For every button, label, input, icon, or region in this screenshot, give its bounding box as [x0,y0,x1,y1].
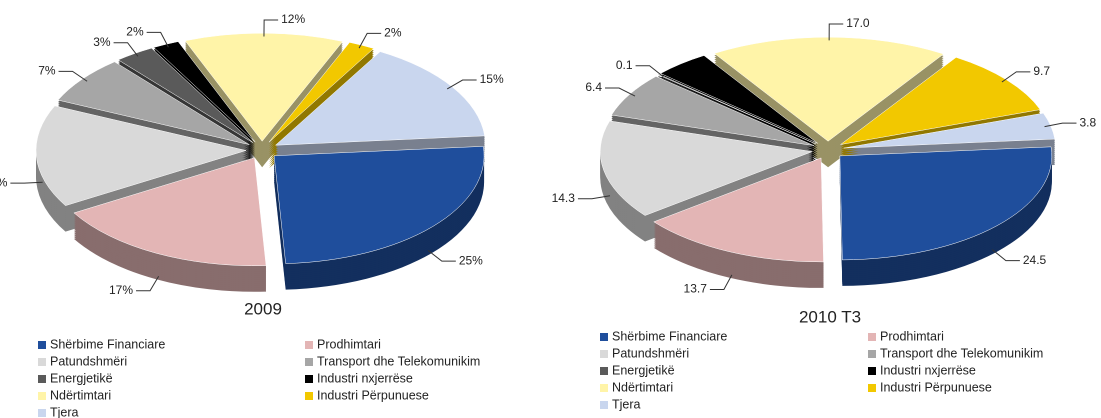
legend-label: Shërbime Financiare [612,329,727,343]
data-label: 15% [0,175,8,189]
slice [839,146,1053,261]
legend-swatch [305,358,313,366]
legend-swatch [868,333,876,341]
leader-line [263,19,279,37]
legend-label: Energjetikë [612,363,675,377]
data-label: 24.5 [1023,253,1047,267]
data-label: 2% [384,26,402,40]
data-label: 9.7 [1033,64,1050,78]
chart-title: 2009 [244,299,282,318]
slice [57,61,250,145]
data-label: 15% [480,72,504,86]
slice [35,105,247,206]
data-label: 14.3 [552,191,576,205]
legend-label: Prodhimtari [880,329,944,343]
legend-label: Patundshmëri [612,346,689,360]
leader-line [605,87,636,97]
data-label: 3% [93,35,111,49]
legend-label: Tjera [612,397,641,411]
data-label: 7% [38,63,56,77]
data-label: 3.8 [1079,115,1096,129]
legend-label: Transport dhe Telekomunikim [317,354,480,368]
legend-label: Industri Përpunuese [317,388,429,402]
legend-swatch [305,375,313,383]
slice [843,112,1056,149]
legend-label: Patundshmëri [50,354,127,368]
slice [611,76,815,146]
leader-line [577,195,611,200]
data-label: 25% [459,253,483,267]
leader-line [146,31,169,48]
data-label: 12% [281,12,305,26]
leader-line [58,70,88,82]
slice [117,47,254,143]
leader-line [709,274,733,291]
legend-label: Transport dhe Telekomunikim [880,346,1043,360]
legend-label: Ndërtimtari [50,388,111,402]
slice-side [658,76,817,147]
legend-label: Industri nxjerrëse [317,371,413,385]
legend-swatch [38,341,46,349]
legend-label: Industri Përpunuese [880,380,992,394]
slice [273,146,485,264]
pie [35,32,485,292]
leader-line [113,42,139,57]
legend-swatch [38,358,46,366]
leader-line [10,181,43,184]
slice [274,51,485,146]
data-label: 17% [109,283,133,297]
legend-swatch [868,384,876,392]
slice [268,42,375,143]
slice [659,55,818,144]
leader-line [635,65,664,78]
leader-line [828,23,844,41]
legend-swatch [38,409,46,417]
data-label: 17.0 [846,16,870,30]
legend-swatch [600,384,608,392]
leader-line [1001,71,1031,83]
legend-label: Prodhimtari [317,337,381,351]
leader-line [136,275,160,292]
legend-swatch [600,367,608,375]
pie [600,36,1056,288]
legend-swatch [600,350,608,358]
slice [73,157,267,267]
leader-line [991,249,1020,262]
slice [653,157,824,263]
data-label: 13.7 [684,282,708,296]
legend-label: Shërbime Financiare [50,337,165,351]
slice [657,74,817,145]
leader-line [446,79,477,90]
data-label: 0.1 [616,58,633,72]
legend-swatch [868,350,876,358]
legend-swatch [305,341,313,349]
legend-swatch [868,367,876,375]
leader-line [358,32,382,49]
legend-label: Industri nxjerrëse [880,363,976,377]
data-label: 6.4 [585,80,602,94]
legend-label: Tjera [50,405,79,418]
legend-label: Energjetikë [50,371,113,385]
legend-swatch [600,401,608,409]
leader-line [427,249,456,262]
slice [600,120,814,216]
legend-swatch [305,392,313,400]
leader-line [1044,122,1077,128]
legend-swatch [600,333,608,341]
legend-swatch [38,375,46,383]
legend-swatch [38,392,46,400]
slice [840,57,1041,145]
data-label: 2% [126,25,144,39]
chart-title: 2010 T3 [799,307,861,326]
legend-label: Ndërtimtari [612,380,673,394]
slice [153,41,256,143]
